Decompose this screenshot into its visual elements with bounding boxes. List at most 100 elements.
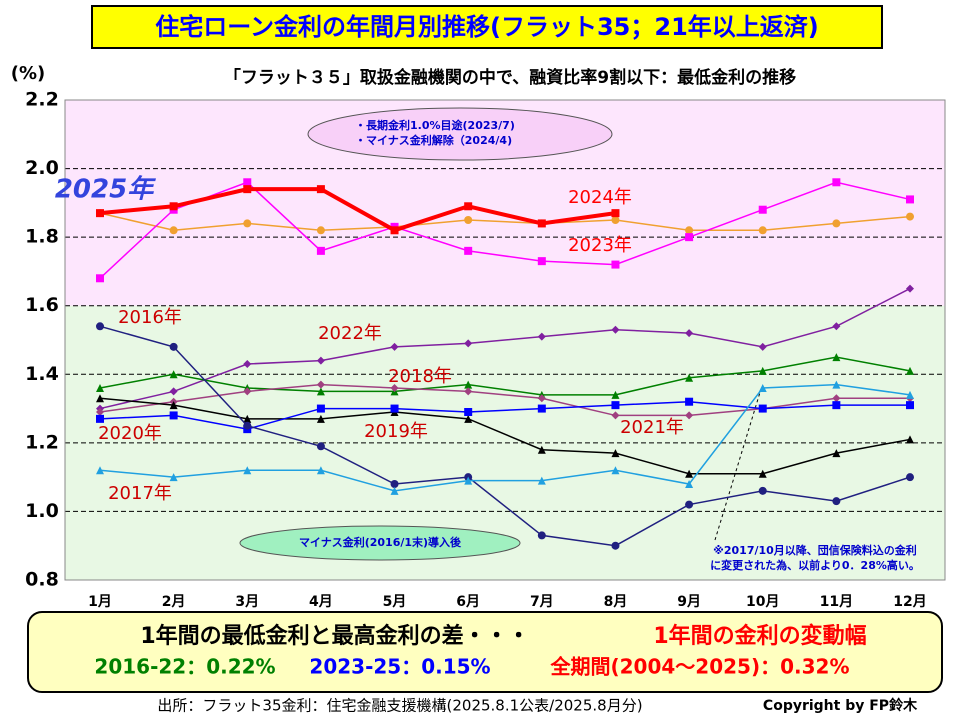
data-point	[169, 473, 178, 482]
data-point	[316, 414, 325, 423]
data-point	[316, 380, 325, 389]
summary-text: 2016-22：0.22%	[94, 655, 275, 679]
x-tick-label: 2月	[162, 594, 186, 610]
data-point	[464, 339, 473, 348]
data-point	[832, 353, 841, 362]
data-point	[96, 466, 104, 475]
data-point	[832, 497, 841, 506]
series-line	[99, 287, 911, 410]
x-tick-label: 8月	[604, 594, 628, 610]
data-point	[464, 408, 473, 416]
data-point	[243, 360, 252, 368]
data-point	[243, 185, 252, 194]
series-label: 2020年	[98, 423, 162, 444]
y-tick-label: 1.0	[25, 500, 59, 522]
series-line	[99, 187, 616, 233]
data-point	[832, 219, 841, 228]
series-line	[99, 212, 911, 232]
x-tick-label: 3月	[235, 594, 259, 610]
data-point	[685, 373, 694, 382]
series-label: 2018年	[388, 366, 452, 387]
data-point	[96, 414, 104, 423]
annotation: ・マイナス金利解除（2024/4)	[355, 133, 512, 147]
series-label: 2022年	[318, 323, 382, 344]
data-point	[316, 356, 325, 365]
data-point	[611, 466, 620, 475]
chart-title: 住宅ローン金利の年間月別推移(フラット35；21年以上返済)	[155, 13, 819, 41]
data-point	[316, 246, 325, 255]
data-point	[390, 384, 399, 392]
data-point	[611, 216, 620, 224]
data-point	[243, 387, 252, 396]
annotation: マイナス金利(2016/1末)導入後	[299, 535, 462, 549]
series-label: 2016年	[118, 307, 182, 328]
y-tick-label: 1.4	[25, 363, 59, 385]
data-point	[685, 397, 694, 406]
data-point	[464, 476, 473, 485]
data-point	[685, 226, 694, 235]
series-line	[99, 400, 910, 430]
y-tick-label: 1.2	[25, 431, 59, 453]
y-tick-label: 0.8	[25, 569, 59, 591]
annotation-ellipse	[239, 525, 521, 561]
data-point	[832, 401, 841, 410]
annotation: ※2017/10月以降、団信保険料込の金利	[713, 543, 917, 557]
data-point	[758, 469, 767, 478]
series-line	[99, 397, 911, 475]
data-point	[611, 541, 620, 550]
series-label: 2019年	[364, 421, 428, 442]
data-point	[611, 209, 620, 218]
x-tick-label: 4月	[309, 594, 333, 610]
data-point	[169, 202, 178, 211]
data-point	[464, 216, 473, 224]
annotation: に変更された為、以前より0．28%高い。	[710, 558, 920, 572]
data-point	[316, 387, 325, 396]
data-point	[685, 500, 694, 509]
data-point	[537, 531, 546, 540]
data-point	[685, 329, 694, 338]
series-line	[99, 383, 911, 492]
data-point	[537, 219, 546, 228]
data-point	[832, 178, 841, 187]
summary-text: 1年間の最低金利と最高金利の差・・・	[140, 623, 529, 649]
data-point	[537, 394, 546, 403]
y-tick-label: 1.8	[25, 226, 59, 248]
data-point	[169, 387, 178, 396]
x-tick-label: 12月	[893, 594, 926, 610]
data-point	[758, 384, 767, 392]
data-point	[758, 366, 767, 375]
data-point	[96, 209, 104, 218]
data-point	[390, 226, 399, 235]
x-tick-label: 9月	[677, 594, 701, 610]
data-point	[390, 480, 399, 488]
x-tick-label: 1月	[88, 594, 112, 610]
data-point	[464, 246, 473, 255]
annotation: ・長期金利1.0%目途(2023/7)	[355, 118, 515, 132]
plot-frame	[64, 99, 946, 581]
data-point	[169, 370, 178, 379]
source: 出所：フラット35金利：住宅金融支援機構(2025.8.1公表/2025.8月分…	[157, 697, 642, 715]
title-box	[91, 5, 883, 49]
data-point	[316, 442, 325, 451]
x-tick-label: 5月	[383, 594, 407, 610]
annotation-ellipse	[307, 107, 613, 161]
data-point	[685, 480, 694, 488]
data-point	[685, 469, 694, 478]
summary-text: 全期間(2004～2025)：0.32%	[550, 655, 850, 679]
data-point	[906, 366, 914, 375]
data-point	[611, 390, 620, 399]
data-point	[832, 322, 841, 331]
x-tick-label: 10月	[746, 594, 779, 610]
data-point	[611, 325, 620, 334]
summary-text: 2023-25：0.15%	[309, 655, 490, 679]
data-point	[243, 219, 252, 228]
data-point	[96, 384, 104, 392]
data-point	[832, 394, 841, 403]
data-point	[537, 257, 546, 266]
data-point	[758, 205, 767, 214]
data-point	[758, 486, 767, 495]
data-point	[243, 414, 252, 423]
x-tick-label: 6月	[456, 594, 480, 610]
summary-text: 1年間の金利の変動幅	[653, 623, 866, 649]
